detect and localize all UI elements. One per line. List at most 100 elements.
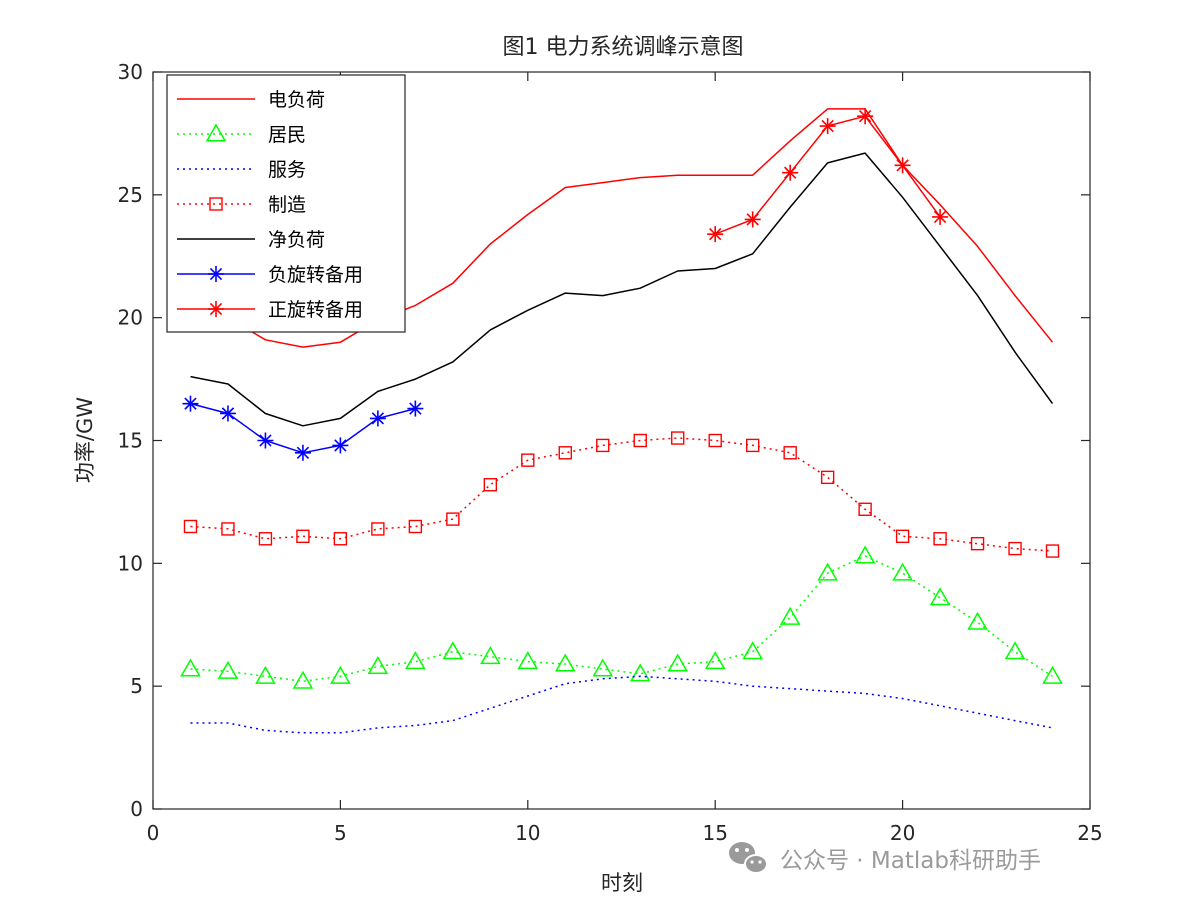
legend-marker (209, 197, 223, 211)
data-point (219, 405, 236, 422)
series-4 (183, 431, 1060, 558)
data-point (483, 478, 498, 492)
data-point (592, 658, 614, 677)
series-3 (190, 675, 1053, 734)
legend-label: 净负荷 (268, 229, 325, 251)
data-point (783, 446, 797, 460)
data-point (294, 444, 311, 461)
data-point (1004, 641, 1026, 660)
data-point (820, 470, 835, 485)
legend-marker (208, 266, 224, 282)
data-point (1045, 544, 1060, 558)
y-tick-label: 0 (130, 797, 143, 821)
y-tick-label: 20 (118, 306, 143, 330)
data-point (180, 658, 201, 677)
y-tick-label: 30 (118, 60, 143, 84)
series-line-3 (190, 675, 1053, 734)
data-point (704, 651, 726, 670)
legend-entry: 负旋转备用 (177, 264, 363, 286)
data-point (554, 653, 576, 672)
data-point (895, 529, 910, 544)
series-2 (180, 545, 1063, 689)
y-tick-label: 10 (118, 551, 143, 575)
data-point (408, 519, 423, 534)
legend-entry: 服务 (177, 159, 306, 181)
data-point (707, 226, 724, 243)
data-point (367, 656, 389, 675)
x-tick-label: 15 (702, 821, 727, 845)
legend-label: 服务 (268, 159, 306, 181)
legend-label: 制造 (268, 194, 306, 216)
data-point (517, 651, 539, 670)
data-point (932, 208, 949, 225)
x-tick-label: 5 (334, 821, 347, 845)
legend-entry: 正旋转备用 (177, 299, 363, 321)
data-point (1008, 541, 1022, 556)
legend-entry: 电负荷 (177, 89, 325, 111)
plot-marks (180, 108, 1063, 734)
data-point (1042, 665, 1063, 684)
y-tick-label: 15 (118, 429, 143, 453)
series-5 (190, 152, 1054, 427)
x-tick-label: 25 (1077, 821, 1102, 845)
legend-label: 正旋转备用 (268, 299, 363, 321)
data-point (817, 562, 838, 581)
series-6 (182, 395, 424, 461)
legend-entry: 净负荷 (177, 229, 325, 251)
data-point (708, 433, 722, 448)
legend-label: 居民 (268, 124, 306, 146)
y-axis-label: 功率/GW (73, 397, 97, 483)
data-point (970, 536, 985, 551)
legend-entry: 制造 (177, 194, 306, 216)
data-point (405, 651, 426, 670)
data-point (407, 400, 424, 417)
data-point (967, 611, 988, 630)
data-point (255, 665, 276, 684)
series-7 (707, 108, 949, 243)
x-tick-label: 10 (515, 821, 540, 845)
axis-ticks: 0 5 10 15 20 25 0 5 10 15 20 25 30 (118, 60, 1103, 845)
data-point (332, 437, 349, 454)
legend-label: 电负荷 (268, 89, 325, 111)
data-point (480, 646, 501, 665)
data-point (183, 519, 198, 534)
data-point (217, 660, 239, 679)
data-point (892, 562, 913, 581)
data-point (292, 670, 314, 689)
data-point (933, 532, 947, 546)
data-point (369, 410, 386, 427)
data-point (442, 641, 464, 660)
data-point (779, 606, 801, 625)
series-1 (190, 108, 1054, 348)
data-point (633, 433, 647, 448)
legend-marker (205, 123, 227, 142)
x-tick-label: 20 (890, 821, 915, 845)
data-point (857, 108, 874, 125)
legend-box (166, 74, 406, 333)
x-tick-label: 0 (147, 821, 160, 845)
y-tick-label: 25 (118, 183, 143, 207)
data-point (929, 587, 951, 606)
chart-title: 图1 电力系统调峰示意图 (503, 35, 744, 60)
data-point (371, 522, 385, 536)
data-point (629, 663, 651, 682)
legend-entry: 居民 (177, 123, 306, 146)
data-point (521, 453, 535, 467)
data-point (330, 665, 351, 684)
data-point (858, 502, 872, 516)
data-point (671, 431, 685, 445)
data-point (333, 532, 348, 546)
data-point (257, 432, 274, 449)
wechat-icon (729, 842, 768, 874)
data-point (296, 529, 310, 544)
legend-marker (208, 301, 224, 317)
data-point (894, 157, 911, 174)
watermark-text: 公众号 · Matlab科研助手 (780, 848, 1041, 874)
data-point (596, 438, 610, 453)
data-point (745, 438, 760, 453)
data-point (819, 118, 836, 135)
data-point (558, 446, 572, 460)
data-point (221, 522, 235, 536)
